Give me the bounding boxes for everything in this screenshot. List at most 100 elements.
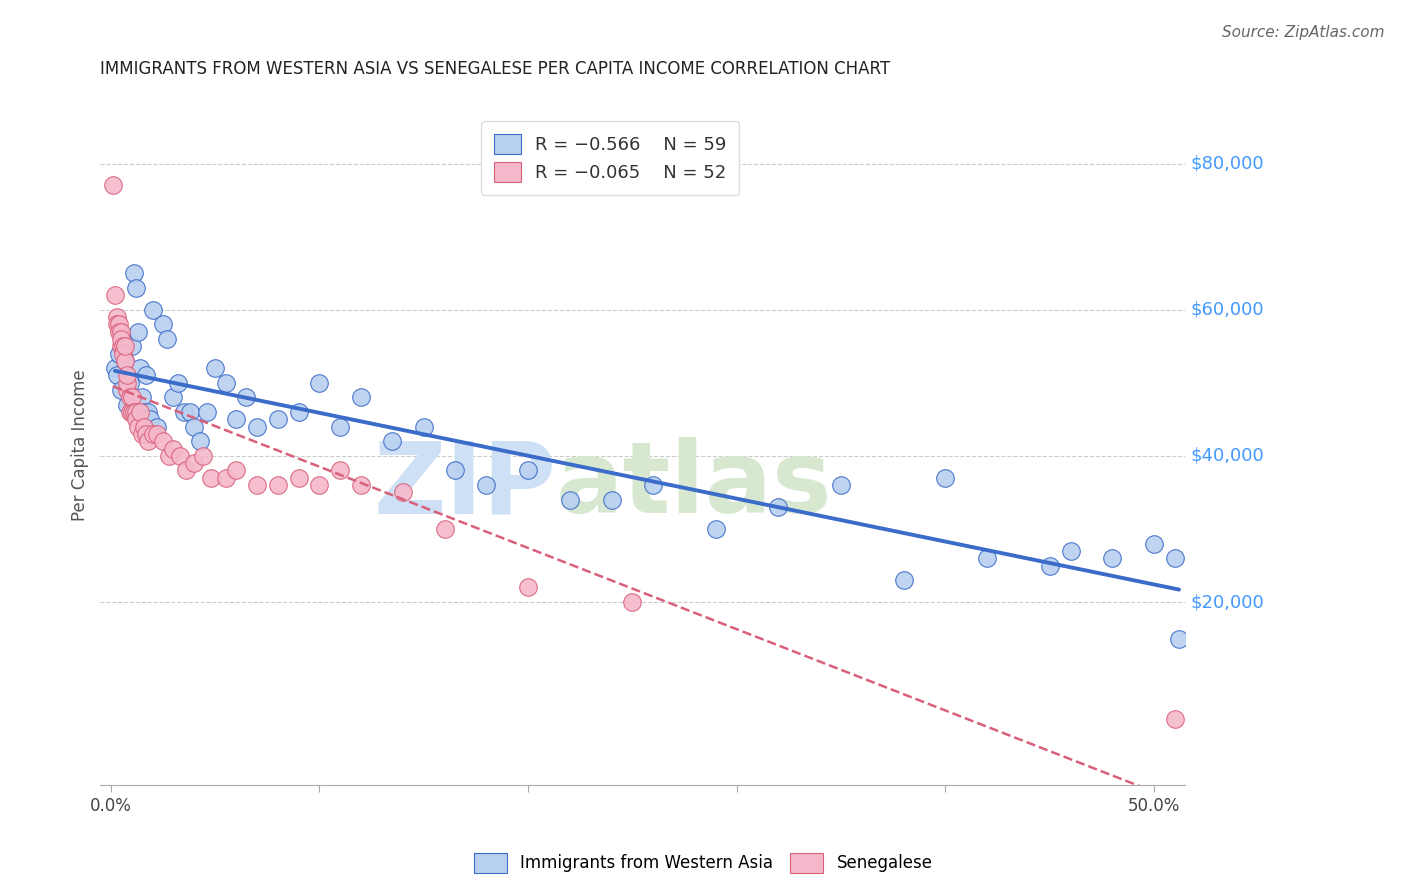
Point [600, 492, 623, 507]
Point [135, 426, 157, 441]
Point [162, 442, 184, 456]
Point [110, 325, 132, 339]
Point [1039, 558, 1062, 573]
Point [1164, 551, 1187, 566]
Point [139, 412, 162, 426]
Point [108, 346, 131, 360]
Point [517, 463, 540, 477]
Point [704, 522, 727, 536]
Point [830, 478, 852, 492]
Point [1101, 551, 1123, 566]
Point [117, 368, 139, 383]
Point [329, 419, 352, 434]
Point [558, 492, 581, 507]
Point [267, 412, 290, 426]
Point [118, 376, 141, 390]
Legend: Immigrants from Western Asia, Senegalese: Immigrants from Western Asia, Senegalese [467, 847, 939, 880]
Point [141, 426, 163, 441]
Point [1143, 536, 1166, 550]
Point [381, 434, 404, 449]
Point [225, 463, 247, 477]
Point [157, 449, 180, 463]
Point [195, 405, 218, 419]
Point [121, 391, 143, 405]
Point [204, 361, 226, 376]
Point [138, 405, 160, 419]
Point [412, 419, 434, 434]
Point [135, 368, 157, 383]
Point [114, 339, 136, 353]
Point [350, 391, 373, 405]
Point [117, 383, 139, 397]
Point [152, 434, 174, 449]
Point [145, 419, 167, 434]
Point [129, 361, 152, 376]
Point [101, 178, 124, 193]
Point [131, 426, 153, 441]
Point [127, 325, 149, 339]
Text: ZIP: ZIP [373, 437, 555, 534]
Text: $40,000: $40,000 [1191, 447, 1264, 465]
Text: atlas: atlas [555, 437, 832, 534]
Point [392, 485, 415, 500]
Point [114, 354, 136, 368]
Point [246, 419, 269, 434]
Point [287, 471, 309, 485]
Point [122, 405, 145, 419]
Point [127, 419, 149, 434]
Point [117, 398, 139, 412]
Point [768, 500, 790, 514]
Point [235, 391, 257, 405]
Point [246, 478, 269, 492]
Point [125, 281, 148, 295]
Point [152, 318, 174, 332]
Point [108, 318, 131, 332]
Point [108, 325, 131, 339]
Point [183, 456, 205, 470]
Point [166, 376, 188, 390]
Point [433, 522, 456, 536]
Point [105, 310, 128, 324]
Point [475, 478, 498, 492]
Point [105, 368, 128, 383]
Point [117, 376, 139, 390]
Point [110, 339, 132, 353]
Point [114, 354, 136, 368]
Point [183, 419, 205, 434]
Point [118, 405, 141, 419]
Y-axis label: Per Capita Income: Per Capita Income [72, 369, 89, 521]
Point [444, 463, 467, 477]
Point [122, 266, 145, 280]
Point [129, 405, 152, 419]
Point [643, 478, 665, 492]
Text: $60,000: $60,000 [1191, 301, 1264, 318]
Point [118, 391, 141, 405]
Point [110, 383, 132, 397]
Point [145, 426, 167, 441]
Point [179, 405, 201, 419]
Point [104, 288, 127, 302]
Point [112, 332, 135, 346]
Point [162, 391, 184, 405]
Point [190, 434, 212, 449]
Text: IMMIGRANTS FROM WESTERN ASIA VS SENEGALESE PER CAPITA INCOME CORRELATION CHART: IMMIGRANTS FROM WESTERN ASIA VS SENEGALE… [100, 60, 890, 78]
Point [134, 405, 156, 419]
Point [214, 376, 236, 390]
Point [104, 361, 127, 376]
Point [308, 478, 330, 492]
Point [329, 463, 352, 477]
Point [138, 434, 160, 449]
Point [621, 595, 644, 609]
Point [125, 405, 148, 419]
Point [225, 412, 247, 426]
Point [112, 339, 135, 353]
Point [1168, 632, 1191, 646]
Point [191, 449, 214, 463]
Point [214, 471, 236, 485]
Point [169, 449, 191, 463]
Point [173, 405, 195, 419]
Point [1164, 712, 1187, 726]
Point [287, 405, 309, 419]
Point [105, 318, 128, 332]
Point [934, 471, 956, 485]
